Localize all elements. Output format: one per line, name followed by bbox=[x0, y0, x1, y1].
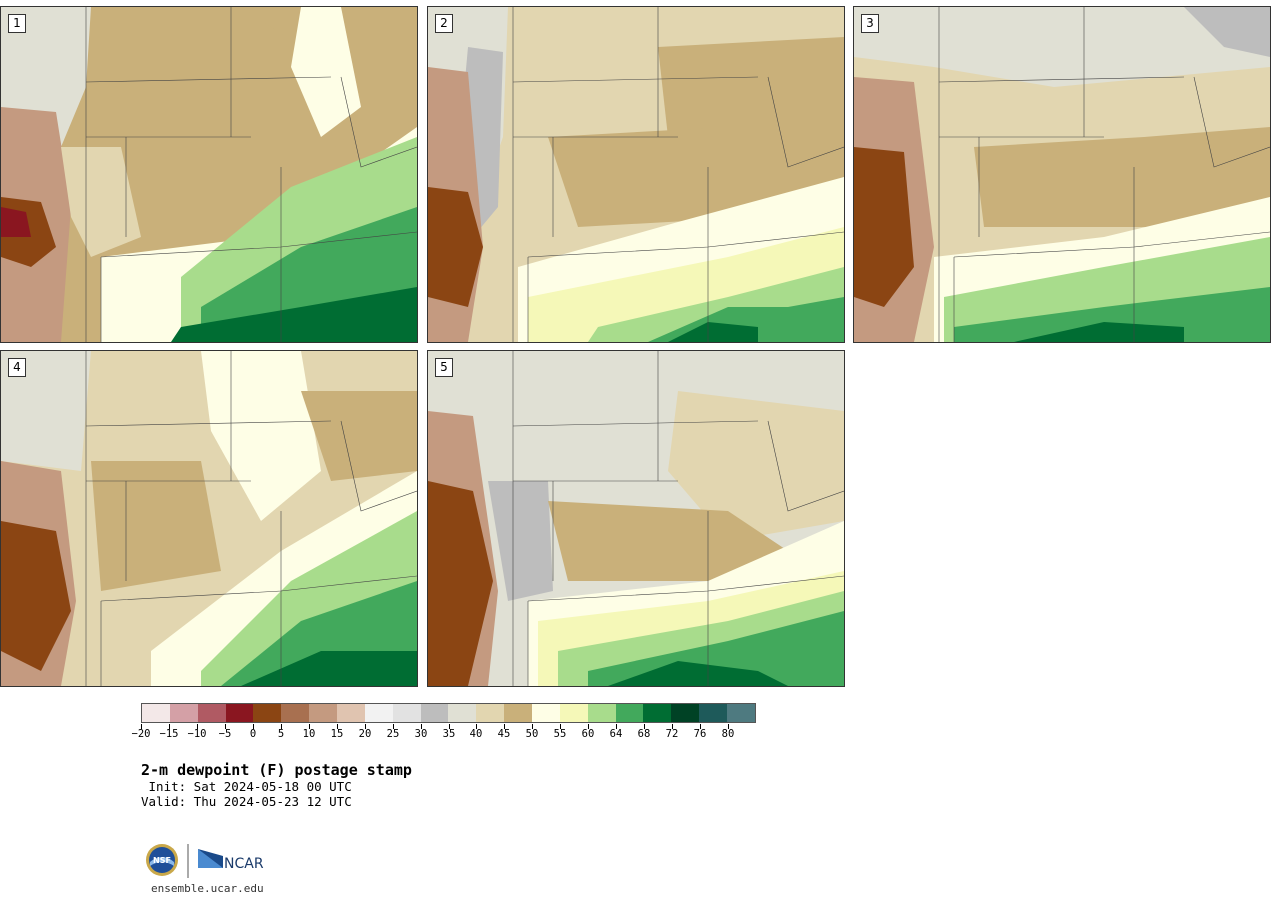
colorbar-tick-label-12: 40 bbox=[469, 728, 483, 740]
colorbar-tick-label-2: −10 bbox=[187, 728, 207, 740]
colorbar-tick-20 bbox=[700, 724, 701, 729]
colorbar-tick-label-5: 5 bbox=[277, 728, 285, 740]
colorbar-tick-label-20: 76 bbox=[693, 728, 707, 740]
colorbar-swatch-19 bbox=[671, 704, 700, 722]
colorbar-tick-label-0: −20 bbox=[131, 728, 151, 740]
colorbar-swatch-1 bbox=[169, 704, 198, 722]
colorbar-tick-label-3: −5 bbox=[218, 728, 232, 740]
dewpoint-map-5 bbox=[428, 351, 844, 686]
colorbar-tick-2 bbox=[197, 724, 198, 729]
dewpoint-map-1 bbox=[1, 7, 417, 342]
colorbar-tick-5 bbox=[281, 724, 282, 729]
valid-time: Valid: Thu 2024-05-23 12 UTC bbox=[141, 794, 352, 809]
colorbar-tick-10 bbox=[421, 724, 422, 729]
colorbar-tick-14 bbox=[532, 724, 533, 729]
colorbar-tick-19 bbox=[672, 724, 673, 729]
dewpoint-map-2 bbox=[428, 7, 844, 342]
init-time: Init: Sat 2024-05-18 00 UTC bbox=[141, 779, 352, 794]
map-panel-5: 5 bbox=[427, 350, 845, 687]
colorbar-tick-label-7: 15 bbox=[330, 728, 344, 740]
colorbar-tick-18 bbox=[644, 724, 645, 729]
dewpoint-map-3 bbox=[854, 7, 1270, 342]
colorbar-tick-1 bbox=[169, 724, 170, 729]
colorbar-tick-13 bbox=[504, 724, 505, 729]
colorbar-tick-16 bbox=[588, 724, 589, 729]
panel-number-4: 4 bbox=[8, 358, 26, 377]
colorbar-swatch-10 bbox=[420, 704, 449, 722]
colorbar-tick-4 bbox=[253, 724, 254, 729]
panel-number-5: 5 bbox=[435, 358, 453, 377]
colorbar-swatch-0 bbox=[142, 704, 170, 722]
colorbar-tick-label-14: 50 bbox=[525, 728, 539, 740]
colorbar-tick-21 bbox=[728, 724, 729, 729]
dewpoint-map-4 bbox=[1, 351, 417, 686]
panel-number-3: 3 bbox=[861, 14, 879, 33]
panel-number-1: 1 bbox=[8, 14, 26, 33]
colorbar-tick-8 bbox=[365, 724, 366, 729]
dewpoint-colorbar bbox=[141, 703, 756, 723]
colorbar-swatch-7 bbox=[337, 704, 365, 722]
colorbar-swatch-6 bbox=[309, 704, 338, 722]
panel-number-2: 2 bbox=[435, 14, 453, 33]
colorbar-swatch-14 bbox=[532, 704, 560, 722]
nsf-logo-text: NSF bbox=[153, 856, 171, 865]
colorbar-tick-11 bbox=[449, 724, 450, 729]
colorbar-tick-label-21: 80 bbox=[721, 728, 735, 740]
colorbar-swatch-9 bbox=[392, 704, 421, 722]
colorbar-tick-7 bbox=[337, 724, 338, 729]
colorbar-swatch-5 bbox=[281, 704, 310, 722]
colorbar-tick-9 bbox=[393, 724, 394, 729]
colorbar-swatch-15 bbox=[559, 704, 588, 722]
colorbar-swatch-17 bbox=[615, 704, 644, 722]
colorbar-tick-6 bbox=[309, 724, 310, 729]
colorbar-swatch-11 bbox=[448, 704, 477, 722]
colorbar-tick-label-16: 60 bbox=[581, 728, 595, 740]
website-url: ensemble.ucar.edu bbox=[151, 882, 264, 895]
map-panel-4: 4 bbox=[0, 350, 418, 687]
colorbar-tick-label-11: 35 bbox=[442, 728, 456, 740]
colorbar-swatch-4 bbox=[253, 704, 282, 722]
colorbar-tick-0 bbox=[141, 724, 142, 729]
colorbar-tick-label-17: 64 bbox=[609, 728, 623, 740]
colorbar-swatch-2 bbox=[197, 704, 226, 722]
colorbar-ticks: −20 −15 −10 −5 0 5 10 15 20 25 30 35 40 45 50 55 60 64 68 7… bbox=[132, 724, 756, 748]
logo-graphic: NSF NCAR bbox=[146, 844, 264, 878]
chart-title: 2-m dewpoint (F) postage stamp bbox=[141, 761, 412, 779]
map-panel-1: 1 bbox=[0, 6, 418, 343]
colorbar-tick-label-8: 20 bbox=[358, 728, 372, 740]
colorbar-swatch-21 bbox=[727, 704, 755, 722]
colorbar-tick-12 bbox=[476, 724, 477, 729]
colorbar-swatch-3 bbox=[225, 704, 254, 722]
colorbar-swatch-13 bbox=[504, 704, 533, 722]
colorbar-tick-label-10: 30 bbox=[414, 728, 428, 740]
colorbar-tick-label-18: 68 bbox=[637, 728, 651, 740]
map-panel-3: 3 bbox=[853, 6, 1271, 343]
colorbar-tick-label-4: 0 bbox=[249, 728, 257, 740]
ncar-logo-text: NCAR bbox=[224, 856, 264, 872]
colorbar-swatch-16 bbox=[587, 704, 616, 722]
colorbar-swatch-8 bbox=[364, 704, 393, 722]
colorbar-swatch-18 bbox=[643, 704, 672, 722]
colorbar-tick-label-9: 25 bbox=[386, 728, 400, 740]
colorbar-tick-label-15: 55 bbox=[553, 728, 567, 740]
colorbar-tick-3 bbox=[225, 724, 226, 729]
colorbar-swatch-12 bbox=[476, 704, 505, 722]
colorbar-tick-label-6: 10 bbox=[302, 728, 316, 740]
map-panel-2: 2 bbox=[427, 6, 845, 343]
colorbar-tick-label-19: 72 bbox=[665, 728, 679, 740]
colorbar-tick-label-13: 45 bbox=[497, 728, 511, 740]
colorbar-tick-15 bbox=[560, 724, 561, 729]
colorbar-swatch-20 bbox=[699, 704, 728, 722]
colorbar-tick-label-1: −15 bbox=[159, 728, 179, 740]
colorbar-tick-17 bbox=[616, 724, 617, 729]
nsf-ncar-logos: NSF NCAR bbox=[145, 842, 275, 882]
